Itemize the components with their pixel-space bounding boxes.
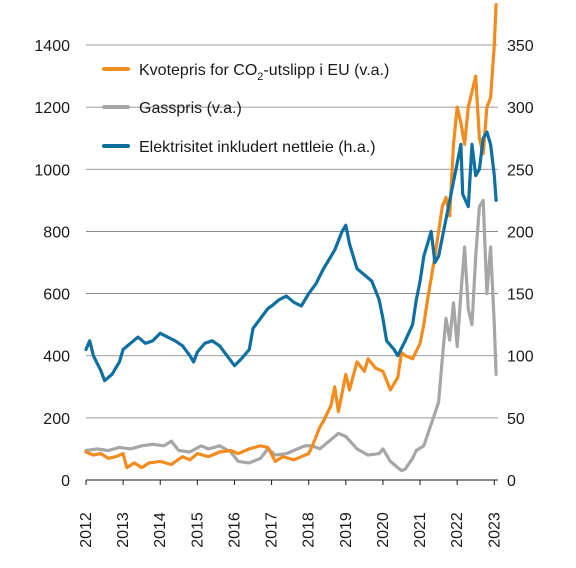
- axes: 0 200 400 600 800 1000 1200 1400 0 50 100 150 200 250…: [34, 38, 533, 548]
- y-right-tick-label: 100: [507, 349, 534, 366]
- y-right-tick-label: 0: [507, 473, 516, 490]
- y-left-tick-label: 600: [43, 287, 70, 304]
- legend-label-subscript: 2: [257, 71, 263, 83]
- series-line-0: [84, 2, 498, 470]
- legend-label-suffix: -utslipp i EU (v.a.): [263, 62, 389, 79]
- series-lines: [84, 2, 498, 473]
- x-tick-label: 2018: [301, 512, 318, 548]
- y-left-tick-label: 400: [43, 349, 70, 366]
- legend-label-0: Kvotepris for CO2-utslipp i EU (v.a.): [139, 62, 389, 83]
- legend: Kvotepris for CO2-utslipp i EU (v.a.) Gas…: [102, 62, 389, 156]
- legend-label-text: Elektrisitet inkludert nettleie (h.a.): [139, 139, 376, 156]
- x-tick-label: 2015: [189, 512, 206, 548]
- y-left-tick-label: 200: [43, 411, 70, 428]
- y-left-tick-label: 1400: [34, 38, 70, 55]
- y-right-tick-label: 200: [507, 224, 534, 241]
- legend-label-text: Gasspris (v.a.): [139, 100, 242, 117]
- x-tick-label: 2023: [486, 512, 503, 548]
- y-right-tick-label: 50: [507, 411, 525, 428]
- y-left-tick-label: 0: [61, 473, 70, 490]
- y-left-tick-label: 1200: [34, 100, 70, 117]
- x-tick-label: 2013: [115, 512, 132, 548]
- x-tick-label: 2014: [152, 512, 169, 548]
- x-tick-label: 2022: [449, 512, 466, 548]
- series-line-2: [84, 130, 498, 383]
- x-tick-label: 2012: [78, 512, 95, 548]
- x-tick-label: 2017: [264, 512, 281, 548]
- y-right-tick-label: 250: [507, 162, 534, 179]
- legend-label-text: Kvotepris for CO: [139, 62, 257, 79]
- y-left-tick-label: 1000: [34, 162, 70, 179]
- legend-label-1: Gasspris (v.a.): [139, 100, 242, 117]
- x-tick-label: 2021: [412, 512, 429, 548]
- grid-lines: [86, 44, 498, 419]
- legend-label-2: Elektrisitet inkludert nettleie (h.a.): [139, 139, 376, 156]
- y-right-tick-label: 150: [507, 287, 534, 304]
- x-tick-label: 2016: [226, 512, 243, 548]
- series-line-1: [84, 198, 498, 473]
- y-right-tick-label: 350: [507, 38, 534, 55]
- y-right-tick-label: 300: [507, 100, 534, 117]
- x-tick-label: 2020: [375, 512, 392, 548]
- y-left-tick-label: 800: [43, 224, 70, 241]
- x-tick-label: 2019: [338, 512, 355, 548]
